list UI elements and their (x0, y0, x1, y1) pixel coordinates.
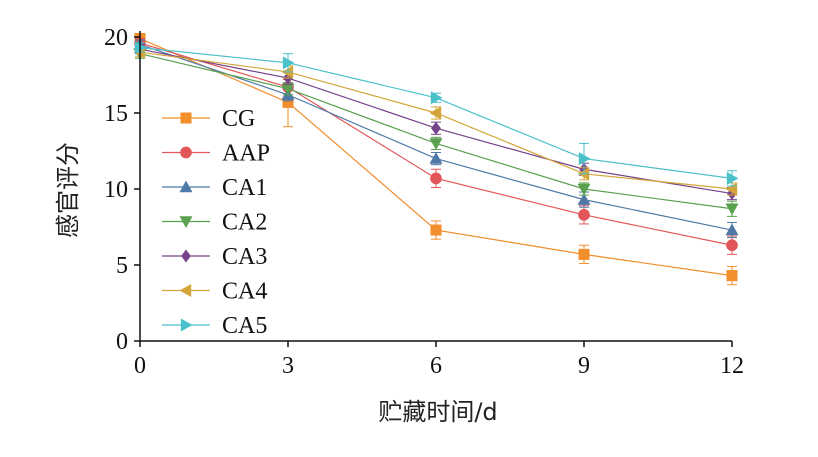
legend-label: CG (222, 106, 255, 132)
legend-label: CA2 (222, 210, 267, 236)
series-ca5 (134, 41, 739, 187)
legend-marker (179, 180, 193, 193)
legend-label: CA4 (222, 279, 267, 305)
series-ca2 (133, 48, 739, 217)
legend-marker (179, 216, 193, 228)
legend-label: CA5 (222, 313, 267, 339)
data-point (430, 224, 442, 236)
data-point (282, 96, 294, 108)
legend-entry-ca3: CA3 (162, 244, 267, 270)
axes: 0 3 6 9 12 0 5 10 15 20 (104, 25, 744, 379)
legend-marker (181, 249, 191, 263)
data-point (429, 138, 443, 150)
data-point (429, 152, 443, 164)
y-tick-label: 15 (104, 101, 128, 127)
plot-area (133, 32, 739, 286)
legend-entry-cg: CG (162, 106, 255, 132)
x-tick-label: 9 (578, 353, 590, 379)
data-point (431, 121, 441, 135)
legend-entry-ca5: CA5 (162, 313, 267, 339)
y-tick-label: 10 (104, 177, 128, 203)
legend-label: CA1 (222, 175, 267, 201)
data-point (578, 208, 590, 221)
legend-marker (179, 284, 192, 297)
legend-label: CA3 (222, 244, 267, 270)
data-point (430, 91, 443, 105)
data-point (726, 270, 738, 282)
legend-entry-ca4: CA4 (162, 279, 267, 305)
y-tick-label: 0 (116, 329, 128, 355)
data-point (726, 239, 738, 252)
legend-entry-ca1: CA1 (162, 175, 267, 201)
data-point (282, 56, 295, 70)
data-point (725, 223, 739, 236)
x-tick-label: 6 (430, 353, 442, 379)
x-tick-label: 12 (720, 353, 744, 379)
x-tick-label: 0 (134, 353, 146, 379)
data-point (578, 248, 590, 260)
legend-entry-ca2: CA2 (162, 210, 267, 236)
data-point (725, 203, 739, 216)
legend-label: AAP (222, 141, 270, 167)
data-point (429, 106, 442, 120)
legend-marker (180, 112, 192, 124)
legend-marker (180, 318, 193, 332)
data-point (577, 193, 591, 205)
legend: CG AAP CA1 CA2 CA3 CA4 CA5 (162, 106, 270, 339)
legend-marker (180, 146, 192, 159)
y-axis-label: 感官评分 (54, 142, 82, 238)
data-point (726, 171, 739, 185)
y-tick-label: 20 (104, 25, 128, 51)
data-point (577, 183, 591, 196)
legend-entry-aap: AAP (162, 141, 270, 167)
x-tick-label: 3 (282, 353, 294, 379)
y-tick-label: 5 (116, 253, 128, 279)
data-point (281, 83, 295, 96)
data-point (578, 152, 591, 166)
x-axis-label: 贮藏时间/d (378, 398, 497, 426)
data-point (430, 172, 442, 185)
